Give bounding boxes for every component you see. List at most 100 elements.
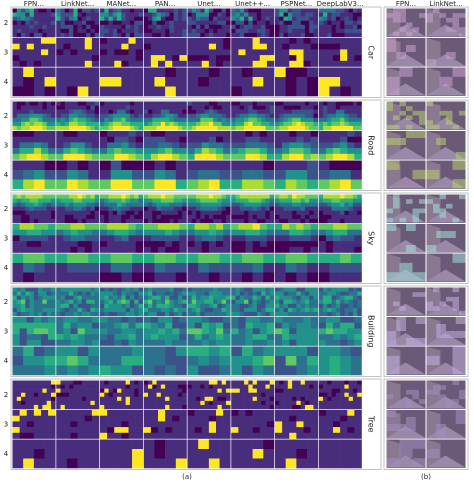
heatmap-cell — [154, 449, 166, 459]
overlay-image — [426, 346, 466, 375]
heatmap-cell — [357, 109, 362, 115]
overlay-cell — [386, 331, 397, 338]
heatmap-cell — [340, 20, 345, 26]
heatmap-cell — [279, 214, 284, 220]
heatmap-cell — [38, 291, 43, 296]
heatmap-cell — [56, 365, 68, 376]
heatmap-cell — [313, 198, 319, 203]
heatmap-cell — [156, 121, 162, 127]
row-label: 3 — [4, 327, 8, 335]
heatmap-cell — [150, 60, 159, 67]
heatmap-cell — [19, 43, 28, 50]
heatmap-cell — [352, 295, 358, 301]
heatmap-cell — [154, 439, 166, 450]
heatmap-cell — [217, 8, 222, 13]
heatmap-cell — [248, 214, 253, 220]
heatmap-cell — [121, 241, 129, 248]
overlay-cell — [396, 138, 406, 145]
heatmap-cell — [340, 246, 348, 253]
heatmap-cell — [238, 241, 246, 248]
heatmap-cell — [340, 356, 352, 366]
heatmap-cell — [21, 202, 26, 208]
heatmap-cell — [323, 404, 328, 410]
heatmap-cell — [217, 194, 222, 199]
heatmap-cell — [244, 113, 249, 119]
heatmap-cell — [340, 125, 345, 131]
heatmap-cell — [177, 210, 183, 216]
heatmap-cell — [244, 28, 249, 34]
heatmap-cell — [134, 28, 139, 34]
heatmap-cell — [135, 136, 144, 143]
heatmap-cell — [73, 291, 78, 296]
heatmap-cell — [344, 287, 349, 292]
heatmap-cell — [160, 384, 166, 389]
heatmap-cell — [327, 396, 332, 402]
heatmap-cell — [33, 334, 42, 341]
heatmap-cell — [187, 8, 193, 13]
heatmap-cell — [235, 121, 241, 127]
heatmap-cell — [56, 101, 61, 106]
heatmap-cell — [121, 43, 129, 50]
heatmap-cell — [221, 121, 227, 127]
heatmap-cell — [33, 322, 42, 329]
heatmap-cell — [350, 179, 362, 190]
heatmap-cell — [143, 60, 152, 67]
heatmap-cell — [201, 317, 210, 323]
heatmap-cell — [77, 109, 83, 115]
heatmap-cell — [23, 439, 35, 450]
heatmap-cell — [77, 121, 83, 127]
heatmap-cell — [12, 12, 18, 17]
heatmap-cell — [245, 131, 253, 137]
heatmap-cell — [275, 439, 286, 450]
heatmap-cell — [216, 339, 224, 346]
heatmap-cell — [194, 427, 203, 434]
row-label: 4 — [4, 171, 9, 179]
heatmap-cell — [158, 410, 166, 416]
overlay-cell — [452, 13, 459, 18]
heatmap — [100, 253, 144, 283]
heatmap-cell — [216, 131, 224, 137]
heatmap-cell — [100, 38, 108, 44]
heatmap-cell — [165, 117, 170, 123]
heatmap-cell — [33, 214, 39, 220]
heatmap-cell — [357, 400, 362, 406]
heatmap-cell — [158, 421, 166, 428]
heatmap-cell — [252, 202, 258, 208]
heatmap-cell — [179, 229, 187, 236]
heatmap-cell — [104, 380, 109, 385]
heatmap-cell — [252, 396, 258, 402]
heatmap-cell — [285, 170, 297, 180]
heatmap-cell — [303, 43, 311, 50]
heatmap-cell — [256, 28, 262, 34]
heatmap-cell — [81, 8, 87, 13]
heatmap — [12, 131, 56, 160]
heatmap-cell — [66, 346, 78, 357]
overlay-cell — [426, 199, 433, 204]
heatmap-cell — [169, 28, 174, 34]
heatmap-cell — [187, 179, 199, 190]
heatmap-cell — [121, 432, 129, 439]
heatmap-cell — [223, 136, 231, 143]
heatmap-cell — [91, 148, 100, 155]
heatmap-cell — [33, 356, 45, 366]
heatmap-cell — [12, 210, 18, 216]
heatmap-cell — [60, 16, 66, 22]
heatmap-cell — [191, 202, 197, 208]
heatmap-cell — [148, 210, 153, 216]
heatmap-cell — [134, 287, 139, 292]
heatmap-cell — [261, 307, 266, 313]
heatmap-cell — [60, 299, 66, 305]
heatmap-cell — [344, 32, 349, 38]
heatmap-cell — [208, 117, 214, 123]
heatmap-cell — [261, 16, 266, 22]
heatmap-cell — [318, 131, 327, 137]
heatmap-cell — [352, 109, 358, 115]
heatmap-cell — [33, 400, 39, 406]
heatmap-cell — [81, 198, 87, 203]
heatmap-cell — [160, 210, 166, 216]
heatmap-cell — [107, 339, 115, 346]
heatmap-cell — [357, 311, 362, 317]
heatmap-cell — [310, 432, 319, 439]
heatmap-cell — [187, 400, 193, 406]
column-header: Unet++... — [235, 0, 270, 8]
